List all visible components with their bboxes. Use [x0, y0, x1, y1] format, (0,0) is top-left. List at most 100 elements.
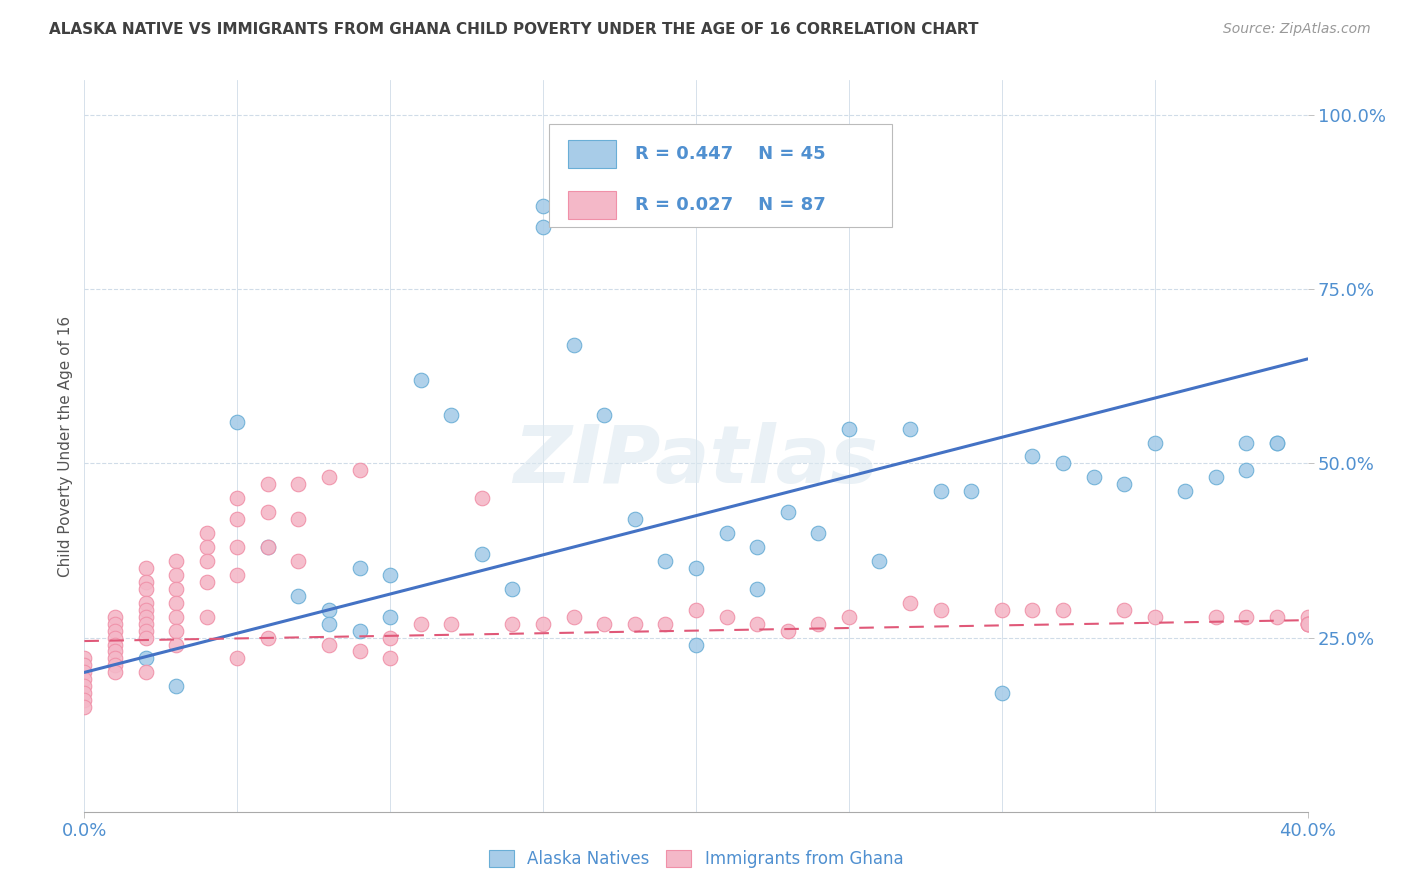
- Point: [747, 582, 769, 596]
- Point: [226, 491, 249, 506]
- Point: [502, 582, 524, 596]
- Point: [135, 561, 157, 575]
- Point: [409, 373, 432, 387]
- Point: [440, 616, 463, 631]
- Point: [73, 673, 96, 687]
- Point: [104, 624, 127, 638]
- Point: [135, 609, 157, 624]
- Point: [380, 631, 402, 645]
- Point: [776, 505, 799, 519]
- Point: [135, 665, 157, 680]
- Point: [562, 609, 585, 624]
- Point: [1021, 450, 1043, 464]
- Point: [747, 540, 769, 554]
- Point: [195, 609, 218, 624]
- Point: [1143, 609, 1166, 624]
- Point: [838, 421, 860, 435]
- Point: [1265, 435, 1288, 450]
- Point: [165, 609, 187, 624]
- Point: [195, 554, 218, 568]
- Point: [898, 596, 921, 610]
- Point: [776, 624, 799, 638]
- Point: [73, 665, 96, 680]
- Point: [165, 624, 187, 638]
- Point: [1236, 463, 1258, 477]
- Point: [531, 616, 554, 631]
- Point: [226, 512, 249, 526]
- Point: [135, 624, 157, 638]
- Point: [73, 693, 96, 707]
- Point: [349, 624, 371, 638]
- Point: [135, 574, 157, 589]
- Point: [471, 547, 494, 561]
- Point: [1114, 477, 1136, 491]
- FancyBboxPatch shape: [568, 192, 616, 219]
- Point: [349, 644, 371, 658]
- Point: [991, 603, 1014, 617]
- Point: [349, 463, 371, 477]
- Point: [104, 638, 127, 652]
- Point: [165, 596, 187, 610]
- Point: [440, 408, 463, 422]
- Point: [1052, 603, 1074, 617]
- Point: [226, 415, 249, 429]
- Text: Source: ZipAtlas.com: Source: ZipAtlas.com: [1223, 22, 1371, 37]
- Point: [318, 616, 340, 631]
- Point: [318, 603, 340, 617]
- Point: [226, 567, 249, 582]
- Point: [1296, 616, 1319, 631]
- Point: [1296, 616, 1319, 631]
- Point: [318, 470, 340, 484]
- Point: [1296, 609, 1319, 624]
- Point: [257, 540, 280, 554]
- Point: [471, 491, 494, 506]
- Point: [380, 567, 402, 582]
- Point: [593, 616, 616, 631]
- Point: [1205, 609, 1227, 624]
- Point: [135, 582, 157, 596]
- Point: [165, 567, 187, 582]
- Point: [838, 609, 860, 624]
- Point: [807, 526, 830, 541]
- Point: [135, 616, 157, 631]
- Point: [73, 658, 96, 673]
- Text: R = 0.027    N = 87: R = 0.027 N = 87: [636, 196, 825, 214]
- Point: [73, 651, 96, 665]
- Point: [1174, 484, 1197, 499]
- Point: [380, 609, 402, 624]
- Point: [1143, 435, 1166, 450]
- Point: [1021, 603, 1043, 617]
- Text: ALASKA NATIVE VS IMMIGRANTS FROM GHANA CHILD POVERTY UNDER THE AGE OF 16 CORRELA: ALASKA NATIVE VS IMMIGRANTS FROM GHANA C…: [49, 22, 979, 37]
- Point: [73, 700, 96, 714]
- Point: [929, 603, 952, 617]
- Point: [104, 665, 127, 680]
- Point: [685, 561, 707, 575]
- FancyBboxPatch shape: [550, 124, 891, 227]
- Point: [1236, 435, 1258, 450]
- Point: [380, 651, 402, 665]
- Point: [257, 505, 280, 519]
- Point: [257, 631, 280, 645]
- Point: [349, 561, 371, 575]
- Point: [1205, 470, 1227, 484]
- Text: ZIPatlas: ZIPatlas: [513, 422, 879, 500]
- Point: [195, 574, 218, 589]
- Point: [869, 554, 891, 568]
- Point: [1083, 470, 1105, 484]
- Point: [104, 644, 127, 658]
- Point: [409, 616, 432, 631]
- Text: R = 0.447    N = 45: R = 0.447 N = 45: [636, 145, 825, 163]
- Point: [1236, 609, 1258, 624]
- Point: [135, 596, 157, 610]
- Point: [593, 408, 616, 422]
- Point: [1114, 603, 1136, 617]
- Point: [135, 651, 157, 665]
- FancyBboxPatch shape: [568, 140, 616, 168]
- Point: [747, 616, 769, 631]
- Point: [654, 616, 676, 631]
- Point: [502, 616, 524, 631]
- Point: [716, 526, 738, 541]
- Point: [807, 616, 830, 631]
- Point: [226, 651, 249, 665]
- Legend: Alaska Natives, Immigrants from Ghana: Alaska Natives, Immigrants from Ghana: [481, 842, 911, 877]
